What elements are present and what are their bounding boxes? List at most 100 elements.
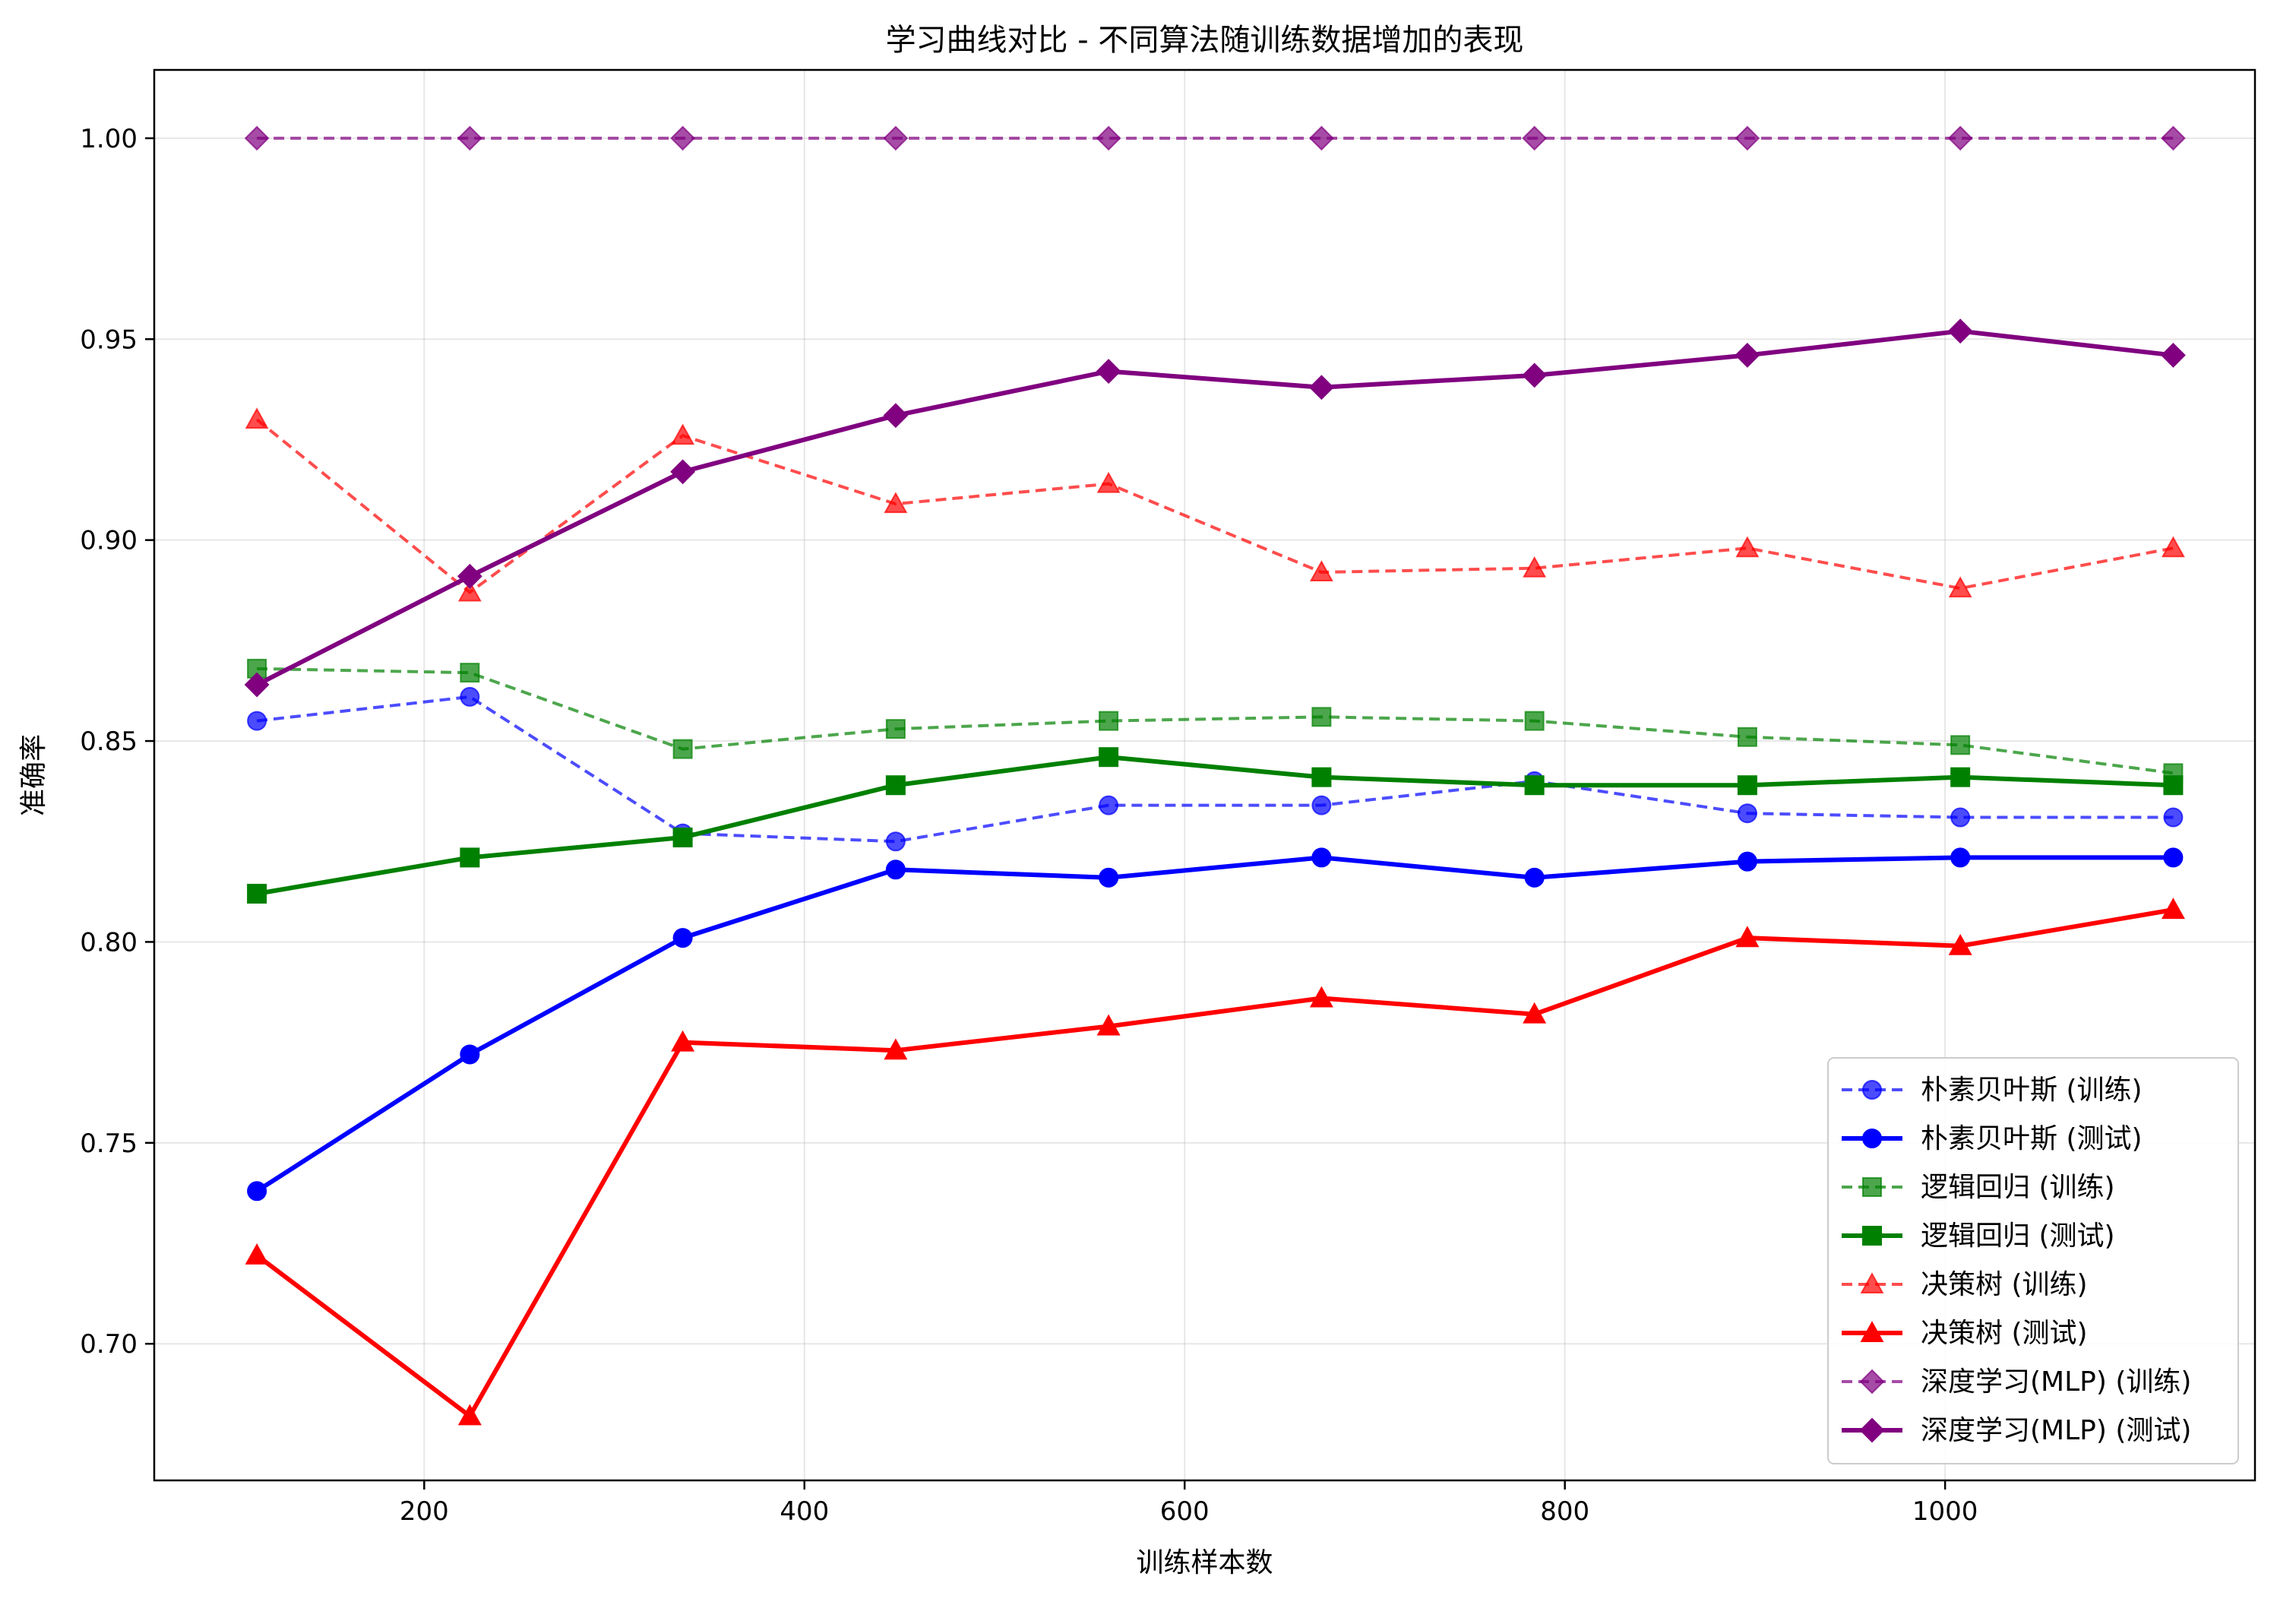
data-point [247,883,267,904]
data-point [1309,560,1333,582]
data-point [1948,933,1972,955]
legend-swatch-marker [1862,1080,1882,1100]
legend-label: 决策树 (训练) [1921,1269,2088,1300]
y-tick-label: 0.70 [80,1329,138,1360]
data-point [247,1181,267,1202]
series-line [255,855,2174,1193]
legend-swatch-marker [1860,1321,1884,1343]
x-tick-label: 800 [1540,1496,1589,1527]
data-point [1096,1014,1121,1036]
data-point [1096,471,1121,493]
legend-item: 决策树 (训练) [1842,1269,2088,1300]
legend-label: 逻辑回归 (训练) [1921,1172,2115,1203]
data-point [1524,775,1545,796]
data-point [1099,711,1119,731]
data-point [670,459,696,485]
plot-frame [153,68,2256,1482]
data-point [671,423,695,445]
data-point [884,1038,908,1060]
data-point [2163,847,2184,868]
data-point [1308,125,1334,151]
x-tick-label: 200 [400,1496,449,1527]
y-tick-label: 0.90 [80,526,138,556]
data-point [1096,125,1121,151]
chart-title: 学习曲线对比 - 不同算法随训练数据增加的表现 [886,23,1524,58]
data-point [1099,747,1119,768]
data-point [2161,536,2185,558]
data-point [244,672,270,698]
series-line [255,907,2174,1419]
data-point [245,1243,269,1265]
series-line [255,418,2174,594]
data-point [457,1404,482,1426]
data-point [1523,1002,1547,1024]
legend-swatch-marker [1859,1369,1885,1395]
data-point [460,1044,480,1065]
data-point [460,663,480,683]
series-line [255,328,2174,687]
legend-label: 深度学习(MLP) (测试) [1921,1415,2191,1446]
y-tick-label: 0.95 [80,325,138,355]
legend-label: 朴素贝叶斯 (测试) [1921,1123,2143,1154]
data-point [1522,125,1548,151]
data-point [1737,851,1757,872]
data-point [885,860,906,880]
legend-item: 朴素贝叶斯 (训练) [1842,1075,2143,1106]
legend-item: 决策树 (测试) [1842,1318,2088,1349]
legend-item: 深度学习(MLP) (训练) [1842,1366,2191,1398]
y-axis-label: 准确率 [18,734,49,816]
tick-layer: 200 400 600 800 1000 0.70 0.75 0.80 0.85 0.90 0.95… [80,124,1978,1527]
legend-label: 朴素贝叶斯 (训练) [1921,1075,2143,1106]
data-point [884,492,908,514]
data-point [1735,536,1760,558]
legend-swatch-marker [1862,1226,1882,1246]
data-point [1309,986,1333,1008]
data-point [460,847,480,868]
data-point [885,831,906,852]
legend-label: 深度学习(MLP) (训练) [1921,1366,2191,1398]
data-point [1523,556,1547,578]
legend-swatch-marker [1860,1272,1884,1294]
series-line [256,755,2174,896]
data-point [2160,343,2186,368]
series-5 [245,898,2185,1426]
y-tick-label: 1.00 [80,124,138,154]
data-point [1737,803,1757,824]
series-4 [245,407,2185,602]
data-point [885,719,906,739]
data-point [247,711,267,731]
data-point [457,580,482,602]
data-point [1735,926,1760,948]
data-point [457,563,482,589]
series-line [256,695,2174,844]
data-point [885,775,906,796]
data-point [1950,735,1971,755]
x-axis-label: 训练样本数 [1136,1547,1273,1578]
data-point [883,125,909,151]
data-point [460,686,480,707]
data-point [1311,847,1332,868]
data-point [670,125,696,151]
data-point [2161,898,2185,920]
data-point [1947,125,1973,151]
data-point [1099,867,1119,888]
series-1 [247,847,2184,1202]
data-point [672,739,693,759]
series-3 [247,747,2184,904]
data-point [883,403,909,429]
data-point [245,407,269,429]
data-point [1737,775,1757,796]
data-point [1947,318,1973,344]
legend-swatch-marker [1862,1177,1882,1197]
series-6 [244,125,2186,151]
data-point [1308,375,1334,400]
data-point [2163,775,2184,796]
data-point [672,928,693,948]
y-tick-label: 0.75 [80,1129,138,1159]
x-tick-label: 1000 [1912,1496,1978,1527]
data-point [1737,727,1757,747]
data-point [1311,767,1332,787]
legend-box [1827,1057,2239,1464]
